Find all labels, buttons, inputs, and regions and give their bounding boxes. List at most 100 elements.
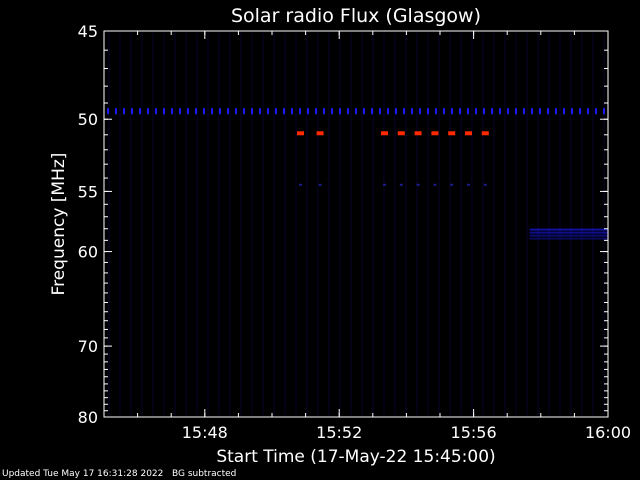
- carrier-mark: [403, 108, 405, 115]
- burst-mark: [465, 131, 472, 136]
- carrier-mark: [459, 108, 461, 115]
- carrier-mark: [419, 108, 421, 115]
- faint-mark: [433, 183, 437, 186]
- burst-mark: [397, 131, 405, 136]
- carrier-mark: [115, 108, 117, 115]
- noise-column: [229, 33, 231, 415]
- faint-mark: [467, 183, 470, 186]
- y-tick-label: 45: [78, 22, 98, 41]
- carrier-mark: [323, 108, 325, 115]
- carrier-mark: [275, 108, 277, 115]
- carrier-mark: [155, 108, 157, 115]
- carrier-mark: [491, 108, 493, 115]
- noise-column: [196, 33, 198, 415]
- y-tick-label: 60: [78, 243, 98, 262]
- noise-column: [405, 33, 407, 415]
- carrier-mark: [299, 108, 301, 115]
- faint-mark: [483, 183, 487, 186]
- noise-column: [361, 33, 363, 415]
- carrier-mark: [339, 108, 341, 115]
- carrier-mark: [427, 108, 429, 115]
- axis-ticks: 15:48 15:52 15:56 16:00 45 50 55 60 70 80: [78, 22, 631, 442]
- carrier-mark: [363, 108, 365, 115]
- carrier-mark: [187, 108, 189, 115]
- chart-title: Solar radio Flux (Glasgow): [231, 5, 481, 27]
- carrier-mark: [475, 108, 477, 115]
- noise-column: [240, 33, 242, 415]
- y-tick-label: 80: [78, 408, 98, 427]
- noise-column: [317, 33, 319, 415]
- noise-column: [438, 33, 440, 415]
- burst-mark: [316, 131, 324, 136]
- carrier-mark: [107, 108, 109, 115]
- noise-column: [372, 33, 374, 415]
- carrier-mark: [219, 108, 221, 115]
- noise-column: [218, 33, 220, 415]
- carrier-mark: [547, 108, 549, 115]
- carrier-mark: [571, 108, 573, 115]
- carrier-mark: [283, 108, 285, 115]
- faint-mark: [450, 183, 454, 186]
- faint-mark: [299, 183, 302, 186]
- noise-column: [581, 33, 583, 415]
- noise-column: [515, 33, 517, 415]
- carrier-mark: [147, 108, 149, 115]
- noise-column: [548, 33, 550, 415]
- carrier-mark: [307, 108, 309, 115]
- carrier-mark: [523, 108, 525, 115]
- carrier-mark: [163, 108, 165, 115]
- noise-column: [559, 33, 561, 415]
- noise-column: [108, 33, 110, 415]
- carrier-mark: [387, 108, 389, 115]
- y-tick-label: 70: [78, 337, 98, 356]
- noise-column: [603, 33, 605, 415]
- noise-column: [339, 33, 341, 415]
- noise-column: [482, 33, 484, 415]
- noise-column: [152, 33, 154, 415]
- carrier-mark: [243, 108, 245, 115]
- carrier-mark: [595, 108, 597, 115]
- carrier-mark: [587, 108, 589, 115]
- carrier-mark: [483, 108, 485, 115]
- x-tick-label: 15:52: [316, 423, 362, 442]
- footer: Updated Tue May 17 16:31:28 2022 BG subt…: [2, 469, 236, 480]
- noise-column: [460, 33, 462, 415]
- noise-column: [427, 33, 429, 415]
- noise-column: [295, 33, 297, 415]
- noise-column: [383, 33, 385, 415]
- faint-mark: [399, 183, 403, 186]
- noise-column: [570, 33, 572, 415]
- noise-column: [471, 33, 473, 415]
- burst-mark: [297, 131, 304, 136]
- carrier-mark: [371, 108, 373, 115]
- noise-column: [592, 33, 594, 415]
- carrier-mark: [331, 108, 333, 115]
- noise-column: [449, 33, 451, 415]
- carrier-mark: [347, 108, 349, 115]
- band-stripe: [529, 237, 608, 240]
- carrier-mark: [291, 108, 293, 115]
- noise-column: [328, 33, 330, 415]
- noise-column: [273, 33, 275, 415]
- noise-column: [350, 33, 352, 415]
- carrier-mark: [515, 108, 517, 115]
- burst-mark: [448, 131, 456, 136]
- noise-column: [174, 33, 176, 415]
- y-tick-label: 55: [78, 182, 98, 201]
- band-stripe: [529, 231, 608, 234]
- burst-mark: [414, 131, 422, 136]
- carrier-mark: [467, 108, 469, 115]
- carrier-mark: [203, 108, 205, 115]
- carrier-mark: [379, 108, 381, 115]
- carrier-mark: [539, 108, 541, 115]
- noise-column: [207, 33, 209, 415]
- burst-mark: [481, 131, 489, 136]
- faint-mark: [318, 183, 322, 186]
- carrier-mark: [315, 108, 317, 115]
- carrier-mark: [267, 108, 269, 115]
- noise-column: [526, 33, 528, 415]
- carrier-mark: [139, 108, 141, 115]
- carrier-mark: [563, 108, 565, 115]
- footer-note: BG subtracted: [171, 469, 237, 479]
